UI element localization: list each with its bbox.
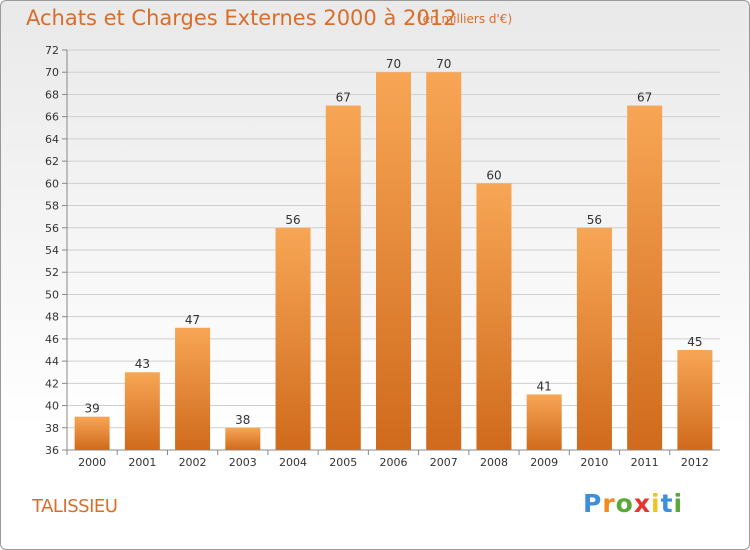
bar: [627, 105, 663, 451]
bar: [376, 72, 411, 450]
y-tick-label: 42: [45, 377, 59, 390]
x-tick-label: 2000: [78, 456, 106, 469]
x-axis-ticks: 2000 2001 2002 2003 2004 2005 2006 2007 2008 2009…: [66, 450, 709, 469]
bar: [74, 416, 110, 450]
bar: [325, 105, 361, 451]
bar: [677, 350, 713, 450]
y-tick-label: 56: [45, 222, 59, 235]
y-tick-label: 46: [45, 333, 59, 346]
data-label: 67: [637, 91, 652, 105]
x-tick-label: 2002: [179, 456, 207, 469]
logo-letter: r: [602, 489, 616, 518]
data-label: 45: [687, 335, 702, 349]
x-tick-label: 2005: [329, 456, 357, 469]
y-tick-label: 48: [45, 311, 59, 324]
logo-letter: P: [583, 489, 603, 518]
bar: [175, 327, 211, 450]
y-tick-label: 40: [45, 400, 59, 413]
data-label: 56: [587, 213, 602, 227]
x-tick-label: 2008: [480, 456, 508, 469]
bar: [576, 227, 612, 450]
bar: [526, 394, 562, 450]
x-tick-label: 2004: [279, 456, 307, 469]
y-tick-label: 38: [45, 422, 59, 435]
logo-letter: o: [615, 489, 634, 518]
data-label: 47: [185, 313, 200, 327]
y-tick-label: 62: [45, 155, 59, 168]
bar: [426, 72, 462, 450]
x-tick-label: 2001: [128, 456, 156, 469]
logo-letter: i: [651, 489, 661, 518]
x-tick-label: 2011: [631, 456, 659, 469]
x-tick-label: 2010: [580, 456, 608, 469]
data-labels: 39 43 47 38 56 67 70 70 60 41 56 67 45: [84, 57, 702, 427]
data-label: 43: [135, 357, 150, 371]
data-label: 38: [235, 413, 250, 427]
bar: [476, 183, 512, 451]
logo-letter: i: [673, 489, 684, 518]
data-label: 41: [537, 379, 552, 393]
y-tick-label: 52: [45, 266, 59, 279]
y-tick-label: 68: [45, 88, 59, 101]
y-tick-label: 70: [45, 66, 59, 79]
x-tick-label: 2006: [380, 456, 408, 469]
x-tick-label: 2003: [229, 456, 257, 469]
commune-name: TALISSIEU: [32, 496, 118, 517]
axes: [66, 50, 720, 451]
data-label: 67: [336, 91, 351, 105]
bar: [124, 372, 160, 450]
bars: [74, 72, 713, 451]
y-tick-label: 64: [45, 133, 59, 146]
bar: [275, 227, 311, 450]
data-label: 39: [84, 402, 99, 416]
logo-letter: t: [660, 489, 674, 518]
bar: [225, 427, 261, 450]
y-tick-label: 44: [45, 355, 59, 368]
x-tick-label: 2012: [681, 456, 709, 469]
proxiti-logo: Proxiti: [583, 489, 683, 518]
x-tick-label: 2009: [530, 456, 558, 469]
y-tick-label: 50: [45, 288, 59, 301]
data-label: 60: [486, 168, 501, 182]
chart-subtitle: (en milliers d'€): [418, 12, 513, 26]
data-label: 70: [436, 57, 451, 71]
x-tick-label: 2007: [430, 456, 458, 469]
y-tick-label: 72: [45, 44, 59, 57]
y-tick-label: 58: [45, 200, 59, 213]
logo-letter: x: [633, 489, 651, 518]
y-tick-label: 36: [45, 444, 59, 457]
y-axis-ticks: 36 38 40 42 44 46 48 50 52 54 56 58 60 62 64 66 68 70 72: [45, 44, 67, 457]
data-label: 56: [285, 213, 300, 227]
chart-title: Achats et Charges Externes 2000 à 2012: [26, 6, 457, 30]
y-tick-label: 60: [45, 177, 59, 190]
data-label: 70: [386, 57, 401, 71]
y-tick-label: 54: [45, 244, 59, 257]
y-tick-label: 66: [45, 111, 59, 124]
